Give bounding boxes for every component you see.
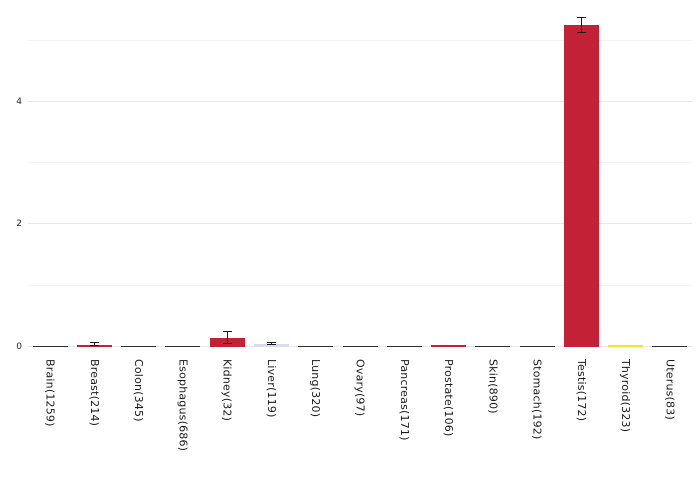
error-bar-cap xyxy=(576,16,586,18)
bar-uterus xyxy=(652,345,688,347)
error-bar-cap xyxy=(222,342,232,344)
bar-ovary xyxy=(342,345,378,347)
x-tick-brain: Brain(1259) xyxy=(28,359,72,478)
error-bar-cap xyxy=(576,31,586,33)
x-tick-prostate: Prostate(106) xyxy=(426,359,470,478)
bar-lung xyxy=(298,345,334,347)
x-tick-label: Brain(1259) xyxy=(43,359,57,427)
bar-pancreas xyxy=(386,345,422,347)
bar-thyroid xyxy=(608,345,644,347)
x-tick-label: Lung(320) xyxy=(309,359,323,418)
gridline xyxy=(28,100,692,102)
x-tick-label: Skin(890) xyxy=(486,359,500,414)
plot-area xyxy=(28,10,692,347)
error-bar-cap xyxy=(89,342,99,344)
y-tick-label: 4 xyxy=(16,96,22,107)
bar-colon xyxy=(121,345,157,347)
y-tick-label: 2 xyxy=(16,219,22,230)
gridline xyxy=(28,162,692,164)
bar-brain xyxy=(32,345,68,347)
error-bar-cap xyxy=(222,330,232,332)
bar-esophagus xyxy=(165,345,201,347)
x-tick-label: Pancreas(171) xyxy=(397,359,411,441)
x-tick-breast: Breast(214) xyxy=(72,359,116,478)
x-tick-pancreas: Pancreas(171) xyxy=(382,359,426,478)
x-tick-label: Prostate(106) xyxy=(442,359,456,437)
x-tick-label: Thyroid(323) xyxy=(619,359,633,433)
error-bar-cap xyxy=(266,341,276,343)
error-bar-cap xyxy=(266,344,276,346)
x-tick-ovary: Ovary(97) xyxy=(338,359,382,478)
x-tick-label: Liver(119) xyxy=(264,359,278,418)
x-tick-label: Ovary(97) xyxy=(353,359,367,417)
x-tick-label: Breast(214) xyxy=(87,359,101,427)
y-tick-label: 0 xyxy=(16,342,22,352)
gridline xyxy=(28,284,692,286)
error-bar-cap xyxy=(89,345,99,347)
x-tick-label: Colon(345) xyxy=(132,359,146,422)
x-tick-colon: Colon(345) xyxy=(117,359,161,478)
x-tick-label: Kidney(32) xyxy=(220,359,234,422)
error-bar xyxy=(226,331,228,344)
error-bar xyxy=(270,342,272,346)
bar-stomach xyxy=(519,345,555,347)
x-tick-label: Testis(172) xyxy=(574,359,588,422)
bar-prostate xyxy=(431,345,467,347)
x-tick-uterus: Uterus(83) xyxy=(648,359,692,478)
x-tick-lung: Lung(320) xyxy=(294,359,338,478)
gridline xyxy=(28,223,692,225)
gridline xyxy=(28,39,692,41)
bar-liver xyxy=(253,343,289,347)
bar-skin xyxy=(475,345,511,347)
error-bar xyxy=(93,343,95,347)
x-tick-stomach: Stomach(192) xyxy=(515,359,559,478)
x-tick-esophagus: Esophagus(686) xyxy=(161,359,205,478)
x-tick-thyroid: Thyroid(323) xyxy=(603,359,647,478)
x-tick-liver: Liver(119) xyxy=(249,359,293,478)
x-tick-label: Esophagus(686) xyxy=(176,359,190,452)
x-tick-testis: Testis(172) xyxy=(559,359,603,478)
x-tick-kidney: Kidney(32) xyxy=(205,359,249,478)
x-tick-label: Stomach(192) xyxy=(530,359,544,440)
x-tick-label: Uterus(83) xyxy=(663,359,677,420)
error-bar xyxy=(580,17,582,33)
bar-testis xyxy=(563,25,599,347)
x-tick-skin: Skin(890) xyxy=(471,359,515,478)
